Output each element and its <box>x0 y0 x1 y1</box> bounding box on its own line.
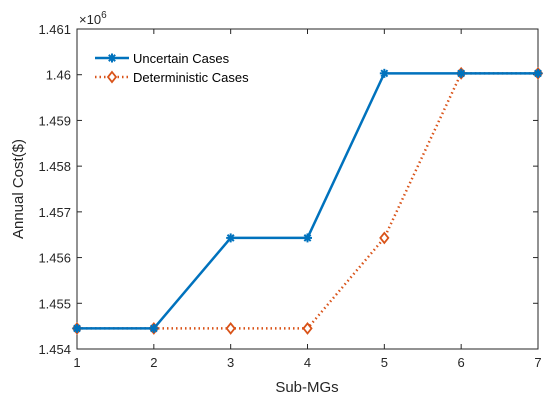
legend-marker-shape <box>106 70 118 84</box>
y-tick-label: 1.458 <box>38 159 71 174</box>
legend-marker-deterministic <box>106 70 118 84</box>
data-point <box>456 68 466 78</box>
legend-entry-deterministic: Deterministic Cases <box>95 70 249 85</box>
y-tick-label: 1.459 <box>38 113 71 128</box>
legend: Uncertain Cases Deterministic Cases <box>87 38 255 85</box>
series-0 <box>72 68 543 333</box>
data-point <box>302 321 313 335</box>
data-point <box>533 68 543 78</box>
data-point <box>149 323 159 333</box>
y-tick-label: 1.456 <box>38 251 71 266</box>
legend-label-uncertain: Uncertain Cases <box>133 51 230 66</box>
y-tick-label: 1.454 <box>38 342 71 357</box>
exponent-power: 6 <box>101 10 107 21</box>
y-tick-label: 1.457 <box>38 205 71 220</box>
legend-marker-uncertain <box>107 53 117 63</box>
y-tick-labels: 1.454 1.455 1.456 1.457 1.458 1.459 1.46 1.461 <box>38 22 71 357</box>
y-axis-label: Annual Cost($) <box>10 139 27 239</box>
x-axis-label: Sub-MGs <box>275 379 338 396</box>
legend-label-deterministic: Deterministic Cases <box>133 70 249 85</box>
data-point <box>379 68 389 78</box>
x-tick-label: 3 <box>227 355 234 370</box>
x-tick-label: 6 <box>458 355 465 370</box>
x-tick-label: 1 <box>73 355 80 370</box>
x-tick-label: 4 <box>304 355 311 370</box>
y-tick-label: 1.455 <box>38 296 71 311</box>
y-tick-label: 1.46 <box>46 68 71 83</box>
legend-marker-shape <box>107 53 117 63</box>
x-tick-label: 5 <box>381 355 388 370</box>
data-point <box>72 323 82 333</box>
tick-marks <box>76 28 539 350</box>
series-layer <box>71 66 544 335</box>
data-point <box>226 233 236 243</box>
y-tick-label: 1.461 <box>38 22 71 37</box>
legend-entry-uncertain: Uncertain Cases <box>95 51 230 66</box>
x-tick-label: 2 <box>150 355 157 370</box>
data-point <box>303 233 312 243</box>
x-tick-labels: 1 2 3 4 5 6 7 <box>73 355 541 370</box>
x-tick-label: 7 <box>534 355 541 370</box>
data-point <box>225 321 236 335</box>
exponent-base: ×10 <box>79 12 101 27</box>
y-axis-exponent: ×106 <box>79 10 107 27</box>
data-point <box>379 231 390 245</box>
